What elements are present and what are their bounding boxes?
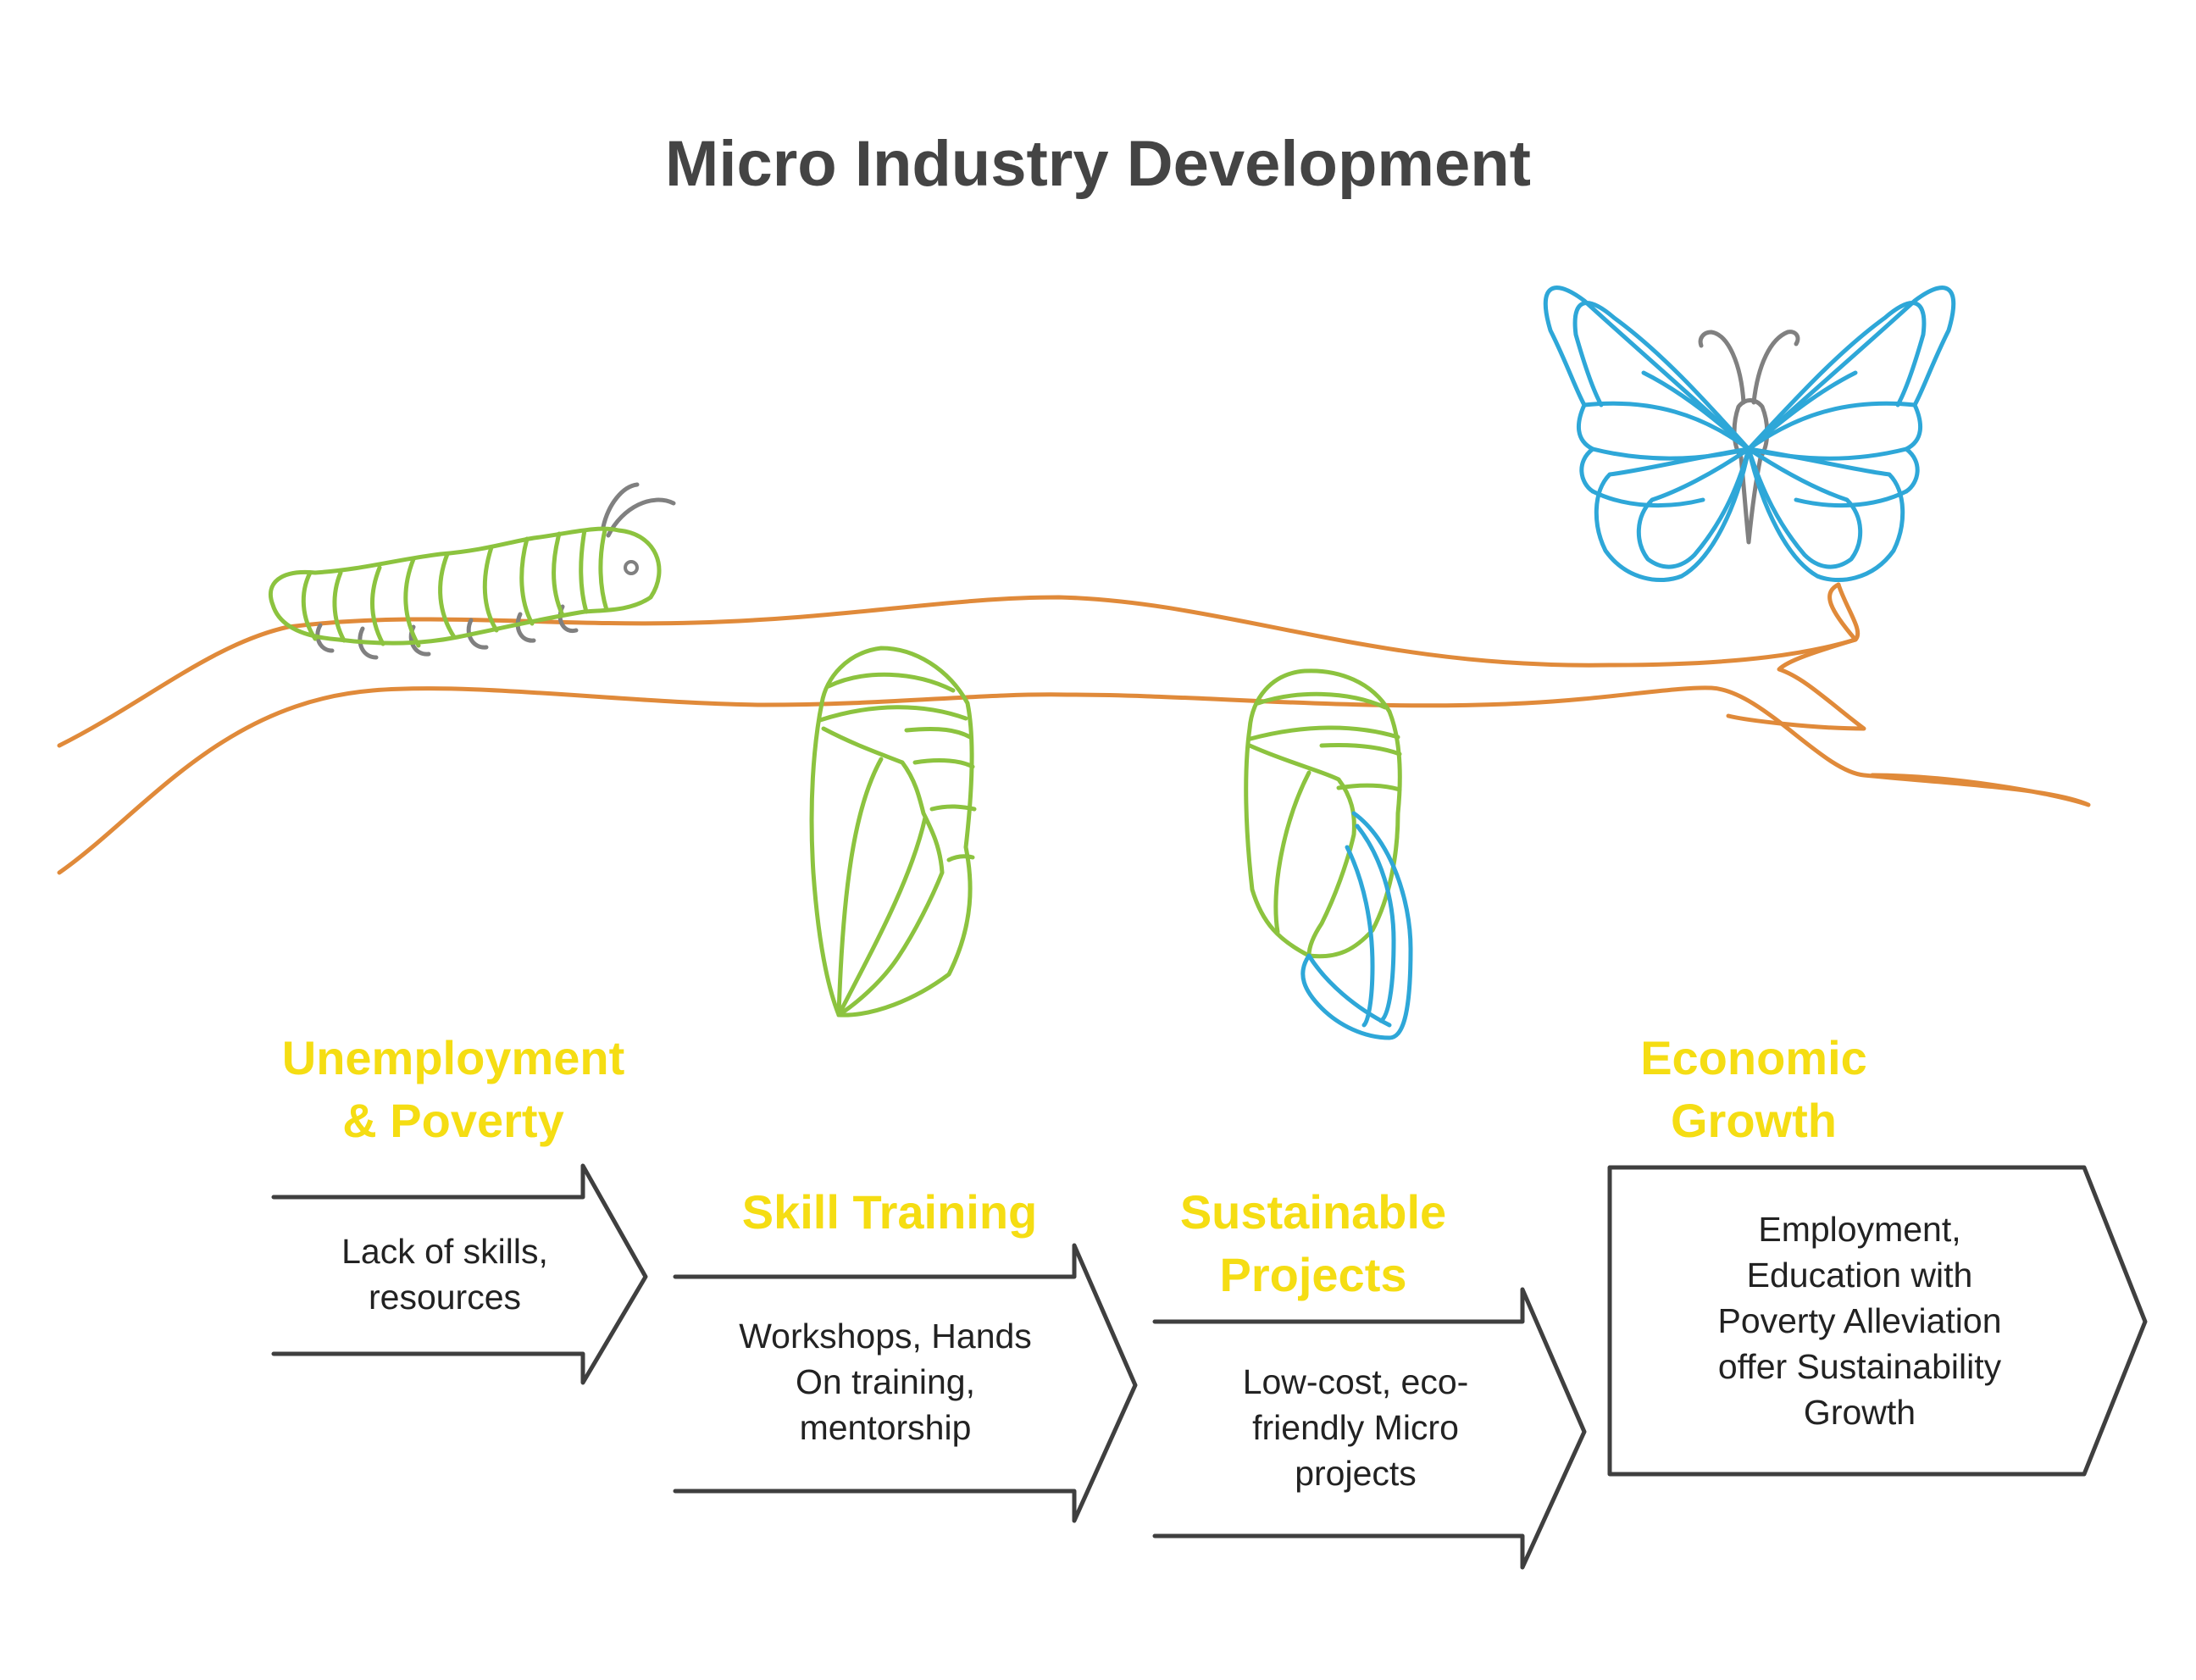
chrysalis-icon	[809, 646, 977, 1017]
emerging-chrysalis-icon	[1244, 668, 1413, 1040]
stage-3-desc: Low-cost, eco-friendly Micro projects	[1242, 1362, 1469, 1493]
caterpillar-icon	[269, 482, 676, 660]
stage-2-title: Skill Training	[741, 1185, 1038, 1239]
stage-2-desc: Workshops, Hands On training, mentorship	[739, 1317, 1032, 1447]
diagram-title: Micro Industry Development	[665, 128, 1531, 200]
stage-1-title: Unemployment & Poverty	[281, 1031, 625, 1147]
stage-4-desc: Employment, Education with Poverty Allevia…	[1717, 1210, 2002, 1432]
arrow-stage-2	[673, 1243, 1138, 1523]
arrow-stage-1	[271, 1163, 648, 1385]
stage-3-title: Sustainable Projects	[1179, 1185, 1447, 1301]
butterfly-icon	[1543, 286, 1956, 583]
arrow-stage-3	[1152, 1287, 1587, 1570]
stage-1-desc: Lack of skills, resources	[341, 1232, 548, 1317]
stage-4-title: Economic Growth	[1640, 1031, 1867, 1147]
arrow-stage-4	[1607, 1165, 2148, 1477]
stage-arrows	[271, 1163, 2148, 1570]
